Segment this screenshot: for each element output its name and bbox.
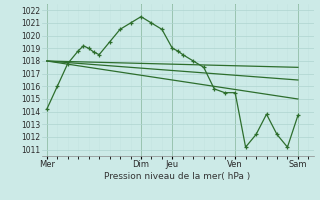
X-axis label: Pression niveau de la mer( hPa ): Pression niveau de la mer( hPa ) xyxy=(104,172,251,181)
